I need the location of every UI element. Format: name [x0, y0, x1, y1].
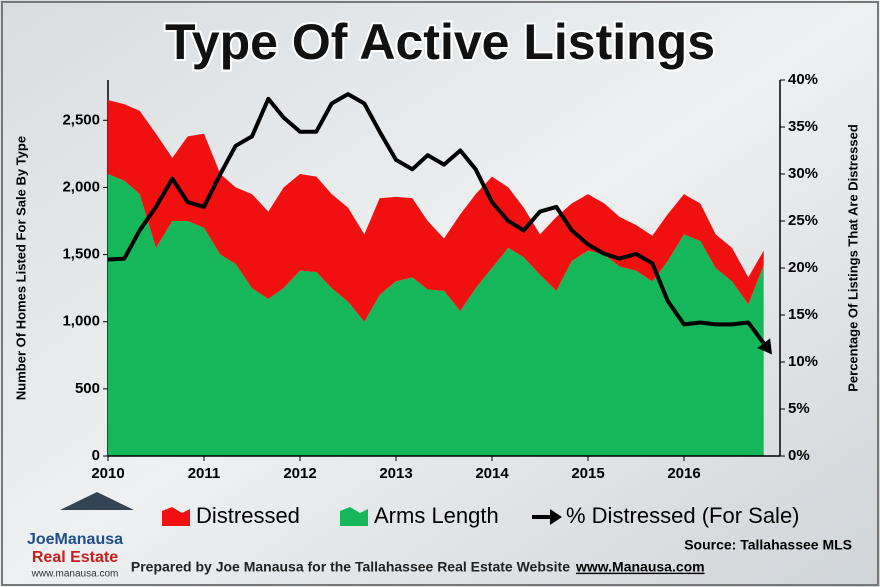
y-tick-label: 1,000 — [62, 313, 100, 330]
legend-label: Distressed — [196, 503, 300, 528]
x-tick-label: 2016 — [667, 465, 700, 482]
y2-tick-label: 25% — [788, 212, 818, 229]
logo-url: www.manausa.com — [31, 569, 119, 580]
legend-swatch — [340, 507, 368, 526]
legend-label: Arms Length — [374, 503, 499, 528]
legend-swatch — [162, 507, 190, 526]
source: Source: Tallahassee MLS — [684, 537, 852, 553]
y2-tick-label: 5% — [788, 400, 810, 417]
credit: Prepared by Joe Manausa for the Tallahas… — [131, 559, 570, 575]
legend-swatch-arrow — [550, 509, 562, 525]
y-tick-label: 1,500 — [62, 246, 100, 263]
logo: JoeManausa Real Estate www.manausa.com — [27, 492, 134, 580]
chart-title: Type Of Active Listings — [165, 14, 715, 70]
area — [108, 100, 764, 322]
logo-tagline: Real Estate — [32, 549, 118, 566]
y2-axis-label: Percentage Of Listings That Are Distress… — [845, 124, 860, 392]
x-tick-label: 2011 — [188, 465, 221, 482]
line — [107, 92, 766, 345]
logo-roof — [60, 492, 134, 510]
legend-label: % Distressed (For Sale) — [566, 503, 800, 528]
x-tick-label: 2012 — [283, 465, 316, 482]
y-axis-label: Number Of Homes Listed For Sale By Type — [13, 136, 28, 400]
line-arrowhead — [757, 338, 773, 355]
y-tick-label: 2,500 — [62, 111, 100, 128]
x-tick-label: 2015 — [571, 465, 604, 482]
y-tick-label: 2,000 — [62, 178, 100, 195]
y2-tick-label: 35% — [788, 118, 818, 135]
x-tick-label: 2014 — [475, 465, 509, 482]
logo-name: JoeManausa — [27, 531, 123, 548]
x-tick-label: 2013 — [379, 465, 412, 482]
y2-tick-label: 10% — [788, 353, 818, 370]
y2-tick-label: 15% — [788, 306, 818, 323]
x-tick-label: 2010 — [91, 465, 124, 482]
y2-tick-label: 0% — [788, 447, 810, 464]
y-tick-label: 0 — [92, 447, 100, 464]
y2-tick-label: 30% — [788, 165, 818, 182]
y-tick-label: 500 — [75, 380, 100, 397]
y2-tick-label: 20% — [788, 259, 818, 276]
y2-tick-label: 40% — [788, 71, 818, 88]
area — [108, 174, 764, 456]
credit-link[interactable]: www.Manausa.com — [575, 559, 705, 575]
